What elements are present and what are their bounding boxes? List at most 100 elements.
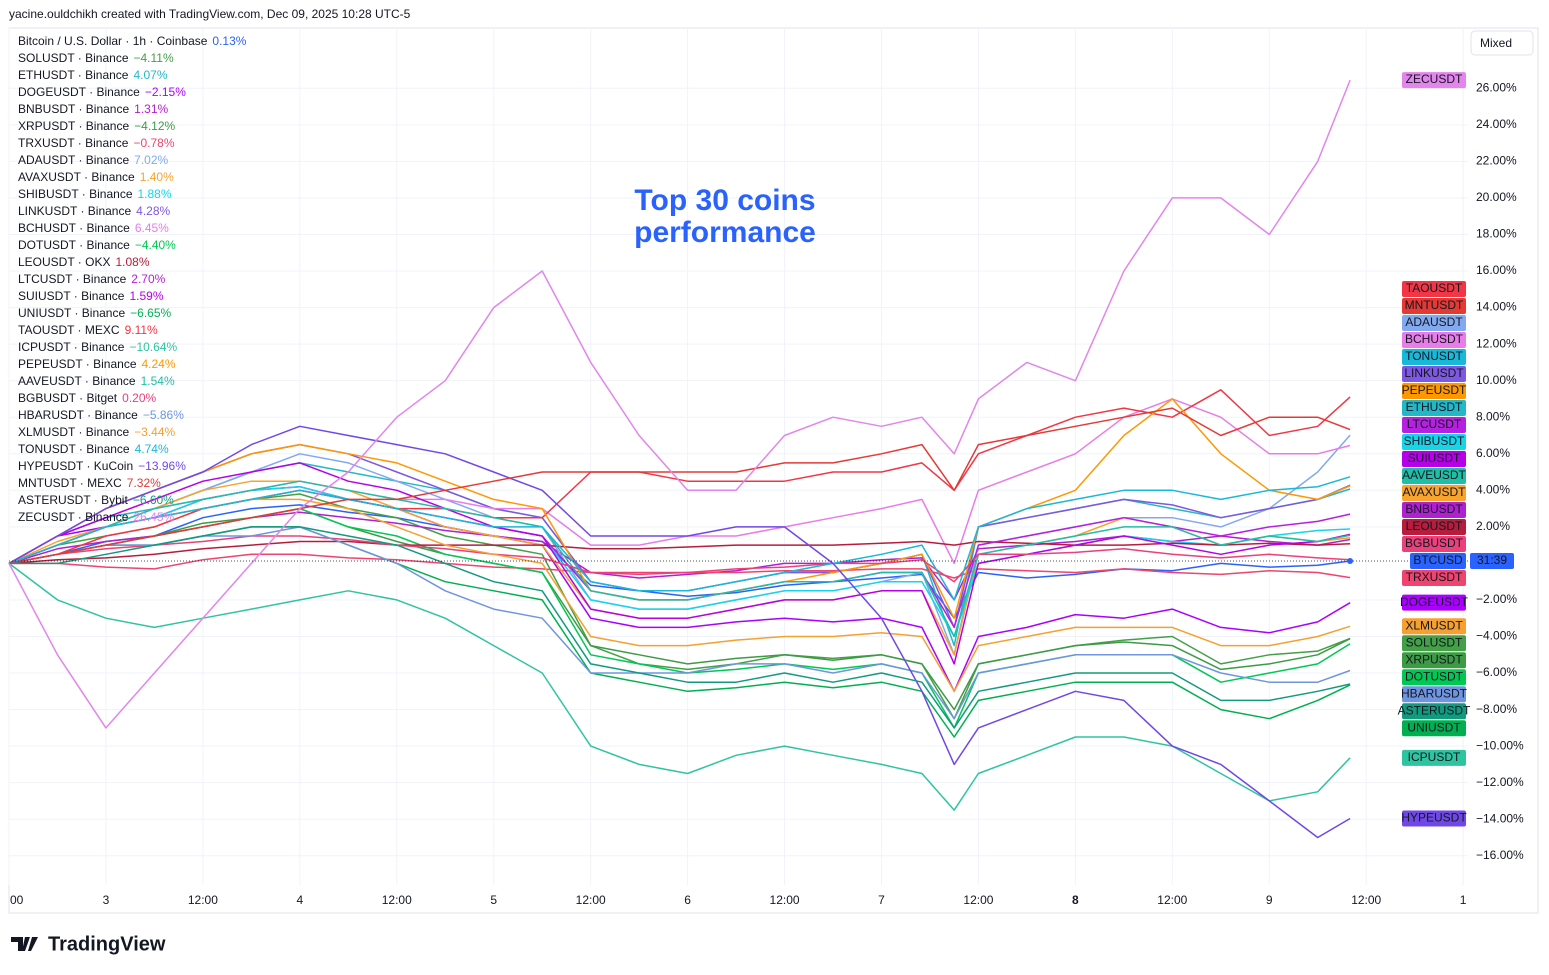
y-tick-label: 26.00% xyxy=(1476,80,1517,94)
price-tag-label: XLMUSDT xyxy=(1405,618,1463,632)
legend-entry: ICPUSDT · Binance −10.64% xyxy=(18,340,178,354)
legend-entry: DOTUSDT · Binance −4.40% xyxy=(18,238,176,252)
price-tag xyxy=(1402,468,1466,485)
x-tick-label: 4 xyxy=(296,893,303,907)
price-tag xyxy=(1402,669,1466,686)
legend-change: −2.15% xyxy=(145,85,186,99)
chart-frame xyxy=(8,27,1539,914)
y-tick-label: −2.00% xyxy=(1476,592,1517,606)
price-tag xyxy=(1402,749,1466,766)
y-tick-label: −8.00% xyxy=(1476,702,1517,716)
scale-mode[interactable]: Mixed xyxy=(1480,36,1512,50)
series-line xyxy=(8,398,1351,619)
legend-entry: HBARUSDT · Binance −5.86% xyxy=(18,408,184,422)
legend-name: ETHUSDT · Binance xyxy=(18,68,129,82)
price-tag xyxy=(1402,417,1466,434)
price-tag xyxy=(1402,519,1466,536)
legend-change: −10.64% xyxy=(129,340,177,354)
legend-entry: ETHUSDT · Binance 4.07% xyxy=(18,68,168,82)
legend-change: 1.40% xyxy=(140,170,174,184)
price-tag xyxy=(1402,315,1466,332)
legend-name: BGBUSDT · Bitget xyxy=(18,391,118,405)
price-tag-label: LEOUSDT xyxy=(1406,519,1463,533)
price-tag-label: HBARUSDT xyxy=(1401,686,1468,700)
legend-change: −6.60% xyxy=(133,493,174,507)
last-value-dot xyxy=(1347,558,1354,565)
legend-name: TRXUSDT · Binance xyxy=(18,136,129,150)
price-tag xyxy=(1402,502,1466,519)
price-tag xyxy=(1402,281,1466,298)
legend-name: SOLUSDT · Binance xyxy=(18,51,129,65)
scale-mode-button[interactable] xyxy=(1470,30,1534,56)
y-tick-label: 14.00% xyxy=(1476,300,1517,314)
price-tag xyxy=(1402,652,1466,669)
y-tick-label: 24.00% xyxy=(1476,117,1517,131)
legend-name: XRPUSDT · Binance xyxy=(18,119,129,133)
y-tick-label: −16.00% xyxy=(1476,848,1524,862)
x-tick-label: 12:00 xyxy=(1157,893,1187,907)
price-tag xyxy=(1402,635,1466,652)
legend-entry: DOGEUSDT · Binance −2.15% xyxy=(18,85,186,99)
legend-change: −4.40% xyxy=(135,238,176,252)
legend-name: SUIUSDT · Binance xyxy=(18,289,125,303)
x-tick-label: 12:00 xyxy=(188,893,218,907)
legend-change: −0.78% xyxy=(133,136,174,150)
x-tick-label: 12:00 xyxy=(1351,893,1381,907)
price-tag xyxy=(1402,349,1466,366)
price-tag xyxy=(1402,536,1466,553)
price-tag xyxy=(1402,570,1466,587)
brand: TradingView xyxy=(48,933,166,955)
legend-change: −3.44% xyxy=(134,425,175,439)
price-tag-label: MNTUSDT xyxy=(1405,298,1464,312)
legend-name: AVAXUSDT · Binance xyxy=(18,170,135,184)
series-line xyxy=(8,526,1351,720)
legend-name: UNIUSDT · Binance xyxy=(18,306,125,320)
x-tick-label: 8 xyxy=(1072,893,1079,907)
legend-name: LEOUSDT · OKX xyxy=(18,255,110,269)
x-tick-label: 12:00 xyxy=(770,893,800,907)
legend-name: PEPEUSDT · Binance xyxy=(18,357,137,371)
legend-change: −13.96% xyxy=(138,459,186,473)
legend-name: LINKUSDT · Binance xyxy=(18,204,131,218)
legend-entry: HYPEUSDT · KuCoin −13.96% xyxy=(18,459,186,473)
legend-entry: BCHUSDT · Binance 6.45% xyxy=(18,221,169,235)
series-line xyxy=(9,526,1351,729)
legend-name: ASTERUSDT · Bybit xyxy=(18,493,128,507)
legend-change: 4.74% xyxy=(135,442,169,456)
price-tag-label: TONUSDT xyxy=(1405,349,1463,363)
series-line xyxy=(8,535,1351,583)
series-line xyxy=(8,462,1351,665)
price-tag xyxy=(1402,720,1466,737)
legend-entry: UNIUSDT · Binance −6.65% xyxy=(18,306,172,320)
legend-name: BCHUSDT · Binance xyxy=(18,221,130,235)
y-tick-label: 6.00% xyxy=(1476,446,1510,460)
legend-name: DOTUSDT · Binance xyxy=(18,238,130,252)
legend-change: −4.11% xyxy=(134,51,174,65)
price-tag-label: BGBUSDT xyxy=(1405,536,1464,550)
credit: yacine.ouldchikh created with TradingVie… xyxy=(9,7,411,21)
legend-change: 1.54% xyxy=(141,374,175,388)
price-tag-label: ICPUSDT xyxy=(1408,750,1461,764)
legend-change: 2.70% xyxy=(131,272,165,286)
legend-entry: AAVEUSDT · Binance 1.54% xyxy=(18,374,175,388)
legend-entry: BNBUSDT · Binance 1.31% xyxy=(18,102,169,116)
y-tick-label: −6.00% xyxy=(1476,665,1517,679)
price-tag-label: ETHUSDT xyxy=(1406,400,1463,414)
legend-change: −6.65% xyxy=(130,306,171,320)
price-tag-label: DOTUSDT xyxy=(1405,669,1464,683)
price-tag-label: BNBUSDT xyxy=(1405,502,1463,516)
legend-name: SHIBUSDT · Binance xyxy=(18,187,133,201)
series-line xyxy=(9,553,1351,579)
legend-name: TONUSDT · Binance xyxy=(18,442,130,456)
legend-change: −5.86% xyxy=(143,408,184,422)
x-tick-label: 6 xyxy=(684,893,691,907)
legend-entry: LTCUSDT · Binance 2.70% xyxy=(18,272,166,286)
price-tag-label: DOGEUSDT xyxy=(1400,595,1469,609)
legend-entry: ASTERUSDT · Bybit −6.60% xyxy=(18,493,174,507)
price-tag-label: XRPUSDT xyxy=(1405,652,1463,666)
legend-entry: MNTUSDT · MEXC 7.32% xyxy=(18,476,161,490)
x-tick-label: 3 xyxy=(103,893,110,907)
price-tag xyxy=(1402,618,1466,635)
legend-change: 1.59% xyxy=(129,289,163,303)
series-line xyxy=(8,476,1351,601)
